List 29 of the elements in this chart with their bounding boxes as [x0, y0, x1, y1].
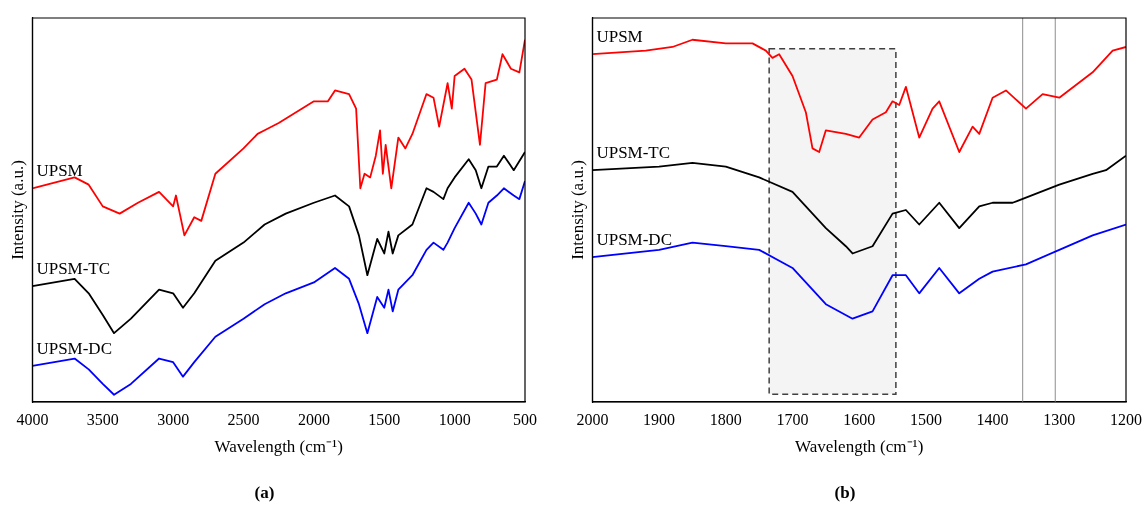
series-label: UPSM-DC	[596, 230, 672, 250]
series-label: UPSM-DC	[36, 338, 112, 358]
x-tick-label: 1300	[1043, 410, 1076, 428]
y-axis-title: Intensity (a.u.)	[567, 160, 587, 260]
x-tick-label: 1500	[909, 410, 942, 428]
series-label: UPSM	[36, 161, 83, 181]
x-tick-label: 2000	[576, 410, 609, 428]
y-axis-title: Intensity (a.u.)	[7, 160, 27, 260]
series-label: UPSM-TC	[36, 259, 111, 279]
series-label: UPSM-TC	[596, 143, 671, 163]
text: (b)	[834, 483, 856, 503]
x-tick-label: 1800	[709, 410, 742, 428]
x-tick-label: 1000	[438, 410, 471, 428]
text: (a)	[254, 483, 275, 503]
x-axis-title: Wavelength (cm⁻¹)	[214, 436, 343, 456]
x-tick-label: 1400	[976, 410, 1009, 428]
x-tick-label: 3500	[86, 410, 119, 428]
x-tick-label: 1200	[1110, 410, 1142, 428]
x-tick-label: 2500	[227, 410, 260, 428]
x-tick-label: 3000	[157, 410, 190, 428]
x-tick-label: 4000	[16, 410, 49, 428]
x-tick-label: 1600	[843, 410, 876, 428]
series-label: UPSM	[596, 27, 643, 47]
x-tick-label: 1900	[643, 410, 676, 428]
x-tick-label: 500	[513, 410, 537, 428]
x-tick-label: 1500	[368, 410, 401, 428]
x-tick-label: 2000	[297, 410, 330, 428]
x-axis-title: Wavelength (cm⁻¹)	[795, 436, 924, 456]
x-tick-label: 1700	[776, 410, 809, 428]
